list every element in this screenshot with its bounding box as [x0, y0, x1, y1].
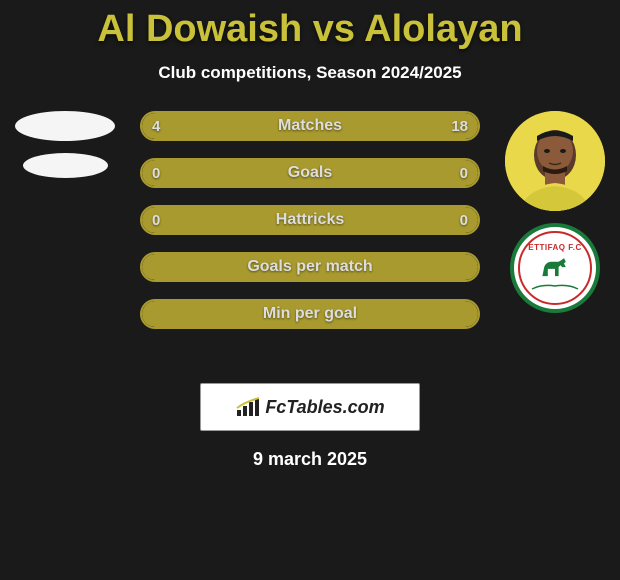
stat-bar: Min per goal: [140, 299, 480, 329]
bar-label: Hattricks: [276, 211, 344, 229]
bar-value-right: 18: [451, 118, 468, 135]
bar-fill-right: [310, 160, 478, 186]
bar-value-left: 0: [152, 165, 160, 182]
crest-ring: [518, 231, 592, 305]
bar-label: Min per goal: [263, 305, 357, 323]
stat-bar: Goals per match: [140, 252, 480, 282]
comparison-title: Al Dowaish vs Alolayan: [0, 0, 620, 51]
stat-bar: 4 18 Matches: [140, 111, 480, 141]
bar-label: Goals per match: [247, 258, 372, 276]
bar-fill-left: [142, 160, 310, 186]
bar-value-left: 4: [152, 118, 160, 135]
player-left-avatar-placeholder: [15, 111, 115, 141]
fctables-logo[interactable]: FcTables.com: [200, 383, 420, 431]
comparison-subtitle: Club competitions, Season 2024/2025: [0, 63, 620, 83]
player-right-column: ETTIFAQ F.C: [500, 111, 610, 313]
comparison-content: ETTIFAQ F.C 4 18 Matches 0 0 Goals 0 0 Hattricks…: [0, 111, 620, 371]
bars-chart-icon: [235, 396, 261, 418]
bar-value-right: 0: [460, 165, 468, 182]
bar-label: Goals: [288, 164, 332, 182]
player-right-avatar: [505, 111, 605, 211]
comparison-date: 9 march 2025: [0, 449, 620, 470]
stat-bar: 0 0 Goals: [140, 158, 480, 188]
player-left-column: [10, 111, 120, 178]
fctables-logo-text: FcTables.com: [265, 397, 384, 418]
bar-label: Matches: [278, 117, 342, 135]
stat-bar: 0 0 Hattricks: [140, 205, 480, 235]
bar-value-left: 0: [152, 212, 160, 229]
player-right-crest: ETTIFAQ F.C: [510, 223, 600, 313]
player-left-crest-placeholder: [23, 153, 108, 178]
bar-value-right: 0: [460, 212, 468, 229]
stat-bars: 4 18 Matches 0 0 Goals 0 0 Hattricks Goals per ma…: [140, 111, 480, 329]
